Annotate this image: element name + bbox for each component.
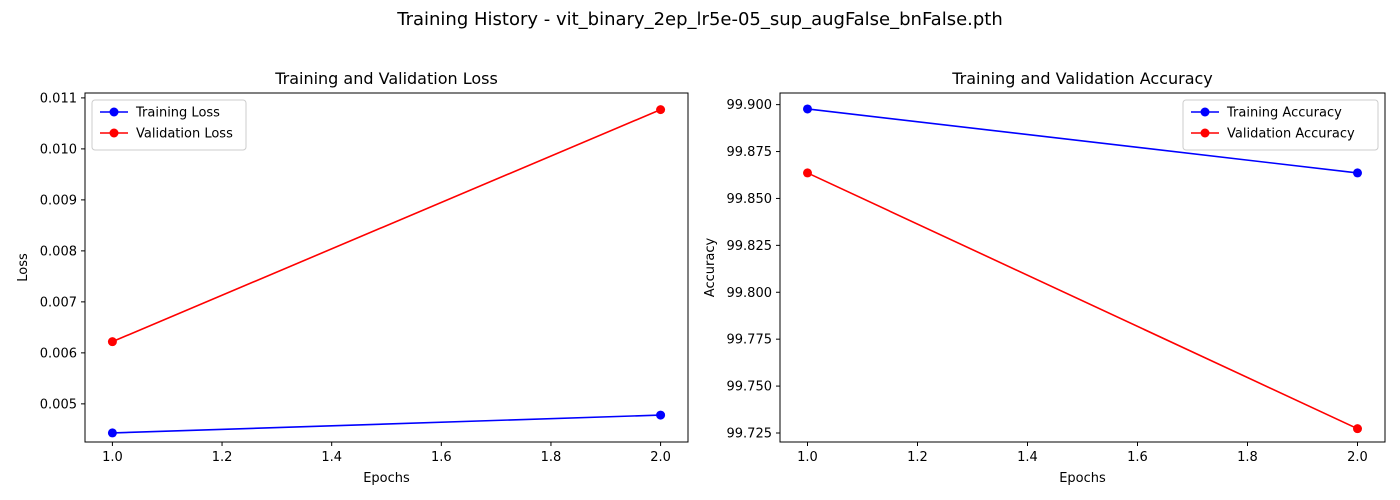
legend-marker — [109, 128, 119, 138]
series-line-training-loss — [112, 414, 661, 434]
y-tick-label: 0.010 — [40, 142, 77, 157]
y-tick-label: 0.005 — [40, 397, 77, 412]
x-tick-label: 1.4 — [1017, 450, 1038, 465]
legend: Training Accuracy Validation Accuracy — [1182, 99, 1379, 151]
data-point-validation-loss — [656, 105, 666, 115]
axes-frame — [779, 92, 1386, 443]
y-tick-label: 0.006 — [40, 346, 77, 361]
y-tick-label: 0.008 — [40, 244, 77, 259]
data-point-validation-loss — [107, 337, 117, 347]
figure-suptitle: Training History - vit_binary_2ep_lr5e-0… — [396, 9, 1003, 30]
legend-box — [1182, 99, 1379, 151]
y-tick-label: 99.750 — [727, 380, 773, 395]
x-axis-label: Epochs — [363, 471, 410, 486]
y-tick-label: 99.900 — [727, 98, 773, 113]
y-tick-label: 99.825 — [727, 239, 773, 254]
legend-box — [91, 99, 247, 151]
y-tick-label: 99.800 — [727, 286, 773, 301]
y-tick-label: 0.007 — [40, 295, 77, 310]
x-tick-label: 1.2 — [212, 450, 233, 465]
x-tick-label: 1.4 — [321, 450, 342, 465]
x-tick-label: 2.0 — [650, 450, 671, 465]
legend-marker — [1200, 107, 1210, 117]
y-axis-label: Loss — [16, 253, 31, 282]
loss-plot: Training and Validation Loss 1.0 1.2 1.4 1.6… — [16, 69, 689, 486]
series-line-validation-loss — [112, 108, 661, 343]
x-tick-label: 1.0 — [102, 450, 123, 465]
y-tick-label: 99.725 — [727, 426, 773, 441]
data-point-training-loss — [656, 410, 666, 420]
data-point-training-loss — [107, 428, 117, 438]
y-tick-label: 0.009 — [40, 193, 77, 208]
x-tick-label: 1.2 — [907, 450, 928, 465]
x-tick-label: 1.6 — [431, 450, 452, 465]
legend-label: Validation Accuracy — [1227, 127, 1355, 142]
data-point-validation-accuracy — [803, 168, 812, 178]
plot-title: Training and Validation Loss — [274, 69, 498, 88]
y-tick-label: 0.011 — [40, 91, 77, 106]
x-tick-label: 1.6 — [1127, 450, 1148, 465]
legend-label: Validation Loss — [136, 127, 233, 142]
y-tick-label: 99.850 — [727, 192, 773, 207]
legend-label: Training Loss — [135, 106, 220, 121]
accuracy-plot: Training and Validation Accuracy 1.0 1.2 1.… — [703, 69, 1386, 486]
data-point-training-accuracy — [803, 104, 812, 114]
legend-marker — [109, 107, 119, 117]
plot-title: Training and Validation Accuracy — [951, 69, 1213, 88]
y-tick-label: 99.875 — [727, 145, 773, 160]
series-line-validation-accuracy — [807, 172, 1358, 430]
x-tick-label: 1.8 — [541, 450, 562, 465]
x-tick-label: 1.0 — [797, 450, 818, 465]
legend-label: Training Accuracy — [1226, 106, 1342, 121]
y-tick-label: 99.775 — [727, 333, 773, 348]
x-axis-label: Epochs — [1059, 471, 1106, 486]
data-point-validation-accuracy — [1353, 424, 1362, 434]
y-axis-label: Accuracy — [703, 238, 718, 298]
x-tick-label: 2.0 — [1347, 450, 1368, 465]
series-line-training-accuracy — [807, 108, 1358, 174]
data-point-training-accuracy — [1353, 168, 1362, 178]
legend-marker — [1200, 128, 1210, 138]
legend: Training Loss Validation Loss — [91, 99, 247, 151]
x-tick-label: 1.8 — [1237, 450, 1258, 465]
axes-frame — [84, 92, 689, 443]
